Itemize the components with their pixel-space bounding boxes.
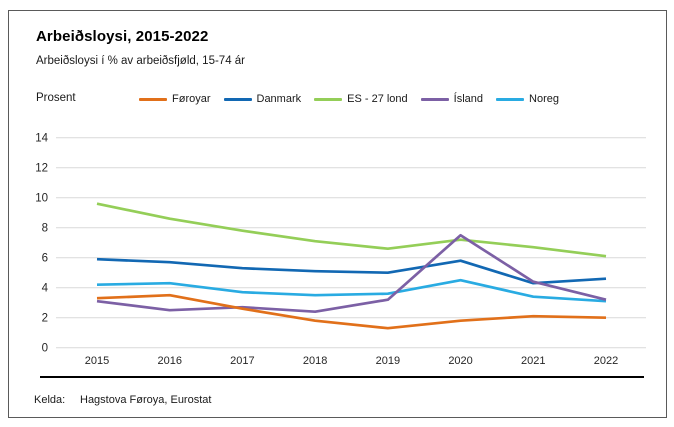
legend-label-f-royar: Føroyar (172, 93, 211, 105)
source-line: Kelda: Hagstova Føroya, Eurostat (34, 394, 211, 406)
y-tick-label-12: 12 (35, 163, 48, 175)
legend-label-es-27-lond: ES - 27 lond (347, 93, 408, 105)
footer-divider (40, 376, 644, 378)
y-tick-label-0: 0 (42, 343, 48, 355)
chart-title: Arbeiðsloysi, 2015-2022 (36, 28, 209, 45)
legend-item-danmark: Danmark (223, 93, 302, 105)
series-line-es-27-lond (96, 202, 607, 258)
legend-label-sland: Ísland (453, 93, 484, 105)
series-line-sland (96, 233, 607, 314)
legend-label-noreg: Noreg (529, 93, 559, 105)
x-tick-label-2015: 2015 (85, 355, 109, 367)
y-tick-label-14: 14 (35, 133, 48, 145)
source-label: Kelda: (34, 394, 66, 406)
y-tick-label-2: 2 (42, 313, 48, 325)
legend-item-f-royar: Føroyar (139, 93, 211, 105)
x-tick-label-2021: 2021 (521, 355, 545, 367)
card-border (8, 10, 667, 418)
legend-swatch-es-27-lond (314, 97, 343, 101)
y-tick-label-8: 8 (42, 223, 48, 235)
y-tick-label-6: 6 (42, 253, 48, 265)
series-line-f-royar (96, 293, 607, 330)
legend-label-danmark: Danmark (256, 93, 302, 105)
legend: Føroyar Danmark ES - 27 lond Ísland Noreg (139, 93, 559, 105)
x-tick-label-2019: 2019 (376, 355, 400, 367)
legend-swatch-f-royar (139, 97, 167, 101)
series-line-danmark (96, 257, 607, 285)
source-text: Hagstova Føroya, Eurostat (80, 394, 212, 406)
y-axis-unit-label: Prosent (36, 92, 76, 104)
chart-subtitle: Arbeiðsloysi í % av arbeiðsfjøld, 15-74 … (36, 55, 246, 67)
x-tick-label-2020: 2020 (448, 355, 472, 367)
y-tick-label-10: 10 (35, 193, 48, 205)
x-tick-label-2017: 2017 (230, 355, 254, 367)
legend-item-noreg: Noreg (496, 93, 559, 105)
legend-item-sland: Ísland (420, 93, 484, 105)
x-tick-label-2016: 2016 (157, 355, 181, 367)
series-line-noreg (96, 278, 607, 303)
legend-swatch-sland (420, 97, 449, 101)
legend-item-es-27-lond: ES - 27 lond (314, 93, 408, 105)
legend-swatch-danmark (223, 97, 252, 101)
y-tick-label-4: 4 (42, 283, 49, 295)
x-tick-label-2018: 2018 (303, 355, 327, 367)
legend-swatch-noreg (496, 97, 525, 101)
x-tick-label-2022: 2022 (594, 355, 618, 367)
